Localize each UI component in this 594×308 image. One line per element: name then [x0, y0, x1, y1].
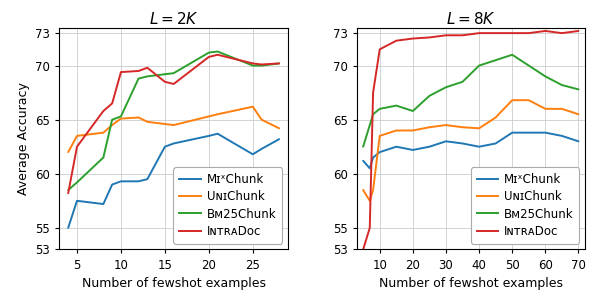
- Title: $L = 2K$: $L = 2K$: [148, 10, 198, 26]
- X-axis label: Number of fewshot examples: Number of fewshot examples: [379, 277, 563, 290]
- Legend: MɪˣChunk, UɴɪChunk, Bᴍ25Chunk, IɴᴛʀᴀDoc: MɪˣChunk, UɴɪChunk, Bᴍ25Chunk, IɴᴛʀᴀDoc: [173, 167, 282, 244]
- Title: $L = 8K$: $L = 8K$: [446, 10, 496, 26]
- Y-axis label: Average Accuracy: Average Accuracy: [17, 82, 30, 195]
- X-axis label: Number of fewshot examples: Number of fewshot examples: [82, 277, 266, 290]
- Legend: MɪˣChunk, UɴɪChunk, Bᴍ25Chunk, IɴᴛʀᴀDoc: MɪˣChunk, UɴɪChunk, Bᴍ25Chunk, IɴᴛʀᴀDoc: [470, 167, 579, 244]
